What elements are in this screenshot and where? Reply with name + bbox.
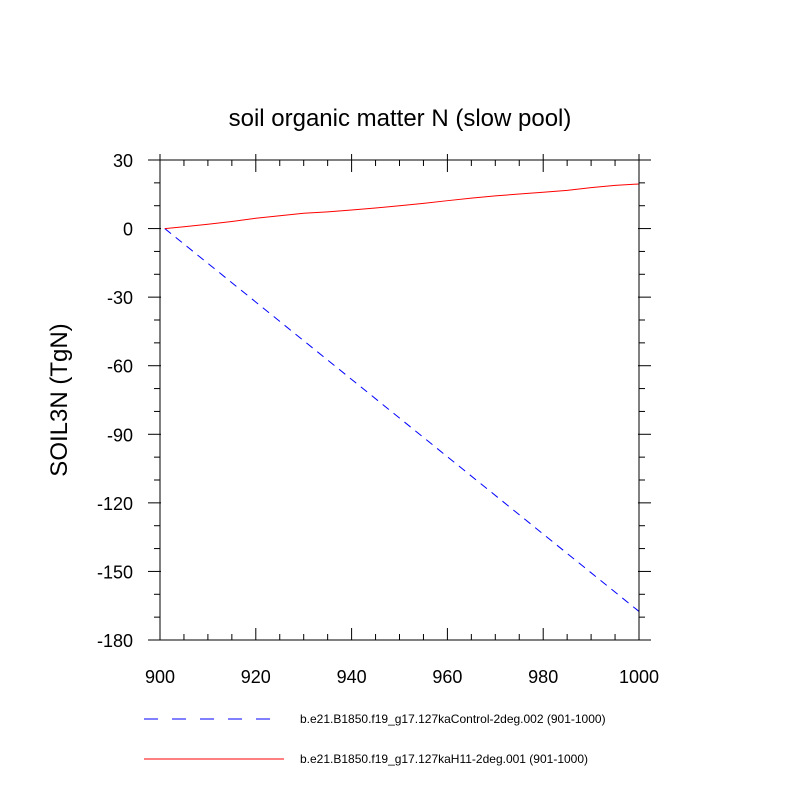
series-line-1 [164, 183, 639, 230]
x-tick-label: 940 [337, 667, 367, 687]
legend-label-h11: b.e21.B1850.f19_g17.127kaH11-2deg.001 (9… [300, 752, 588, 766]
x-tick-label: 960 [432, 667, 462, 687]
y-tick-label: 0 [123, 220, 133, 240]
plot-frame [159, 159, 640, 641]
chart-title: soil organic matter N (slow pool) [229, 105, 572, 132]
y-tick-label: -150 [97, 562, 133, 582]
x-tick-label: 1000 [619, 667, 659, 687]
y-tick-label: 30 [113, 151, 133, 171]
y-tick-label: -30 [107, 288, 133, 308]
legend: b.e21.B1850.f19_g17.127kaControl-2deg.00… [144, 712, 606, 766]
x-tick-label: 920 [241, 667, 271, 687]
axis-tick-labels: 900 920 940 960 980 1000 30 0 -30 -60 -90 -120 -150 -… [97, 151, 659, 687]
x-tick-label: 980 [528, 667, 558, 687]
y-tick-label: -60 [107, 357, 133, 377]
y-tick-label: -90 [107, 425, 133, 445]
series-layer [164, 183, 639, 612]
legend-label-control: b.e21.B1850.f19_g17.127kaControl-2deg.00… [300, 712, 606, 726]
y-tick-label: -120 [97, 494, 133, 514]
x-tick-label: 900 [145, 667, 175, 687]
axis-ticks [148, 154, 651, 641]
series-line-0 [164, 228, 639, 612]
y-tick-label: -180 [97, 631, 133, 651]
y-axis-label: SOIL3N (TgN) [46, 323, 73, 476]
